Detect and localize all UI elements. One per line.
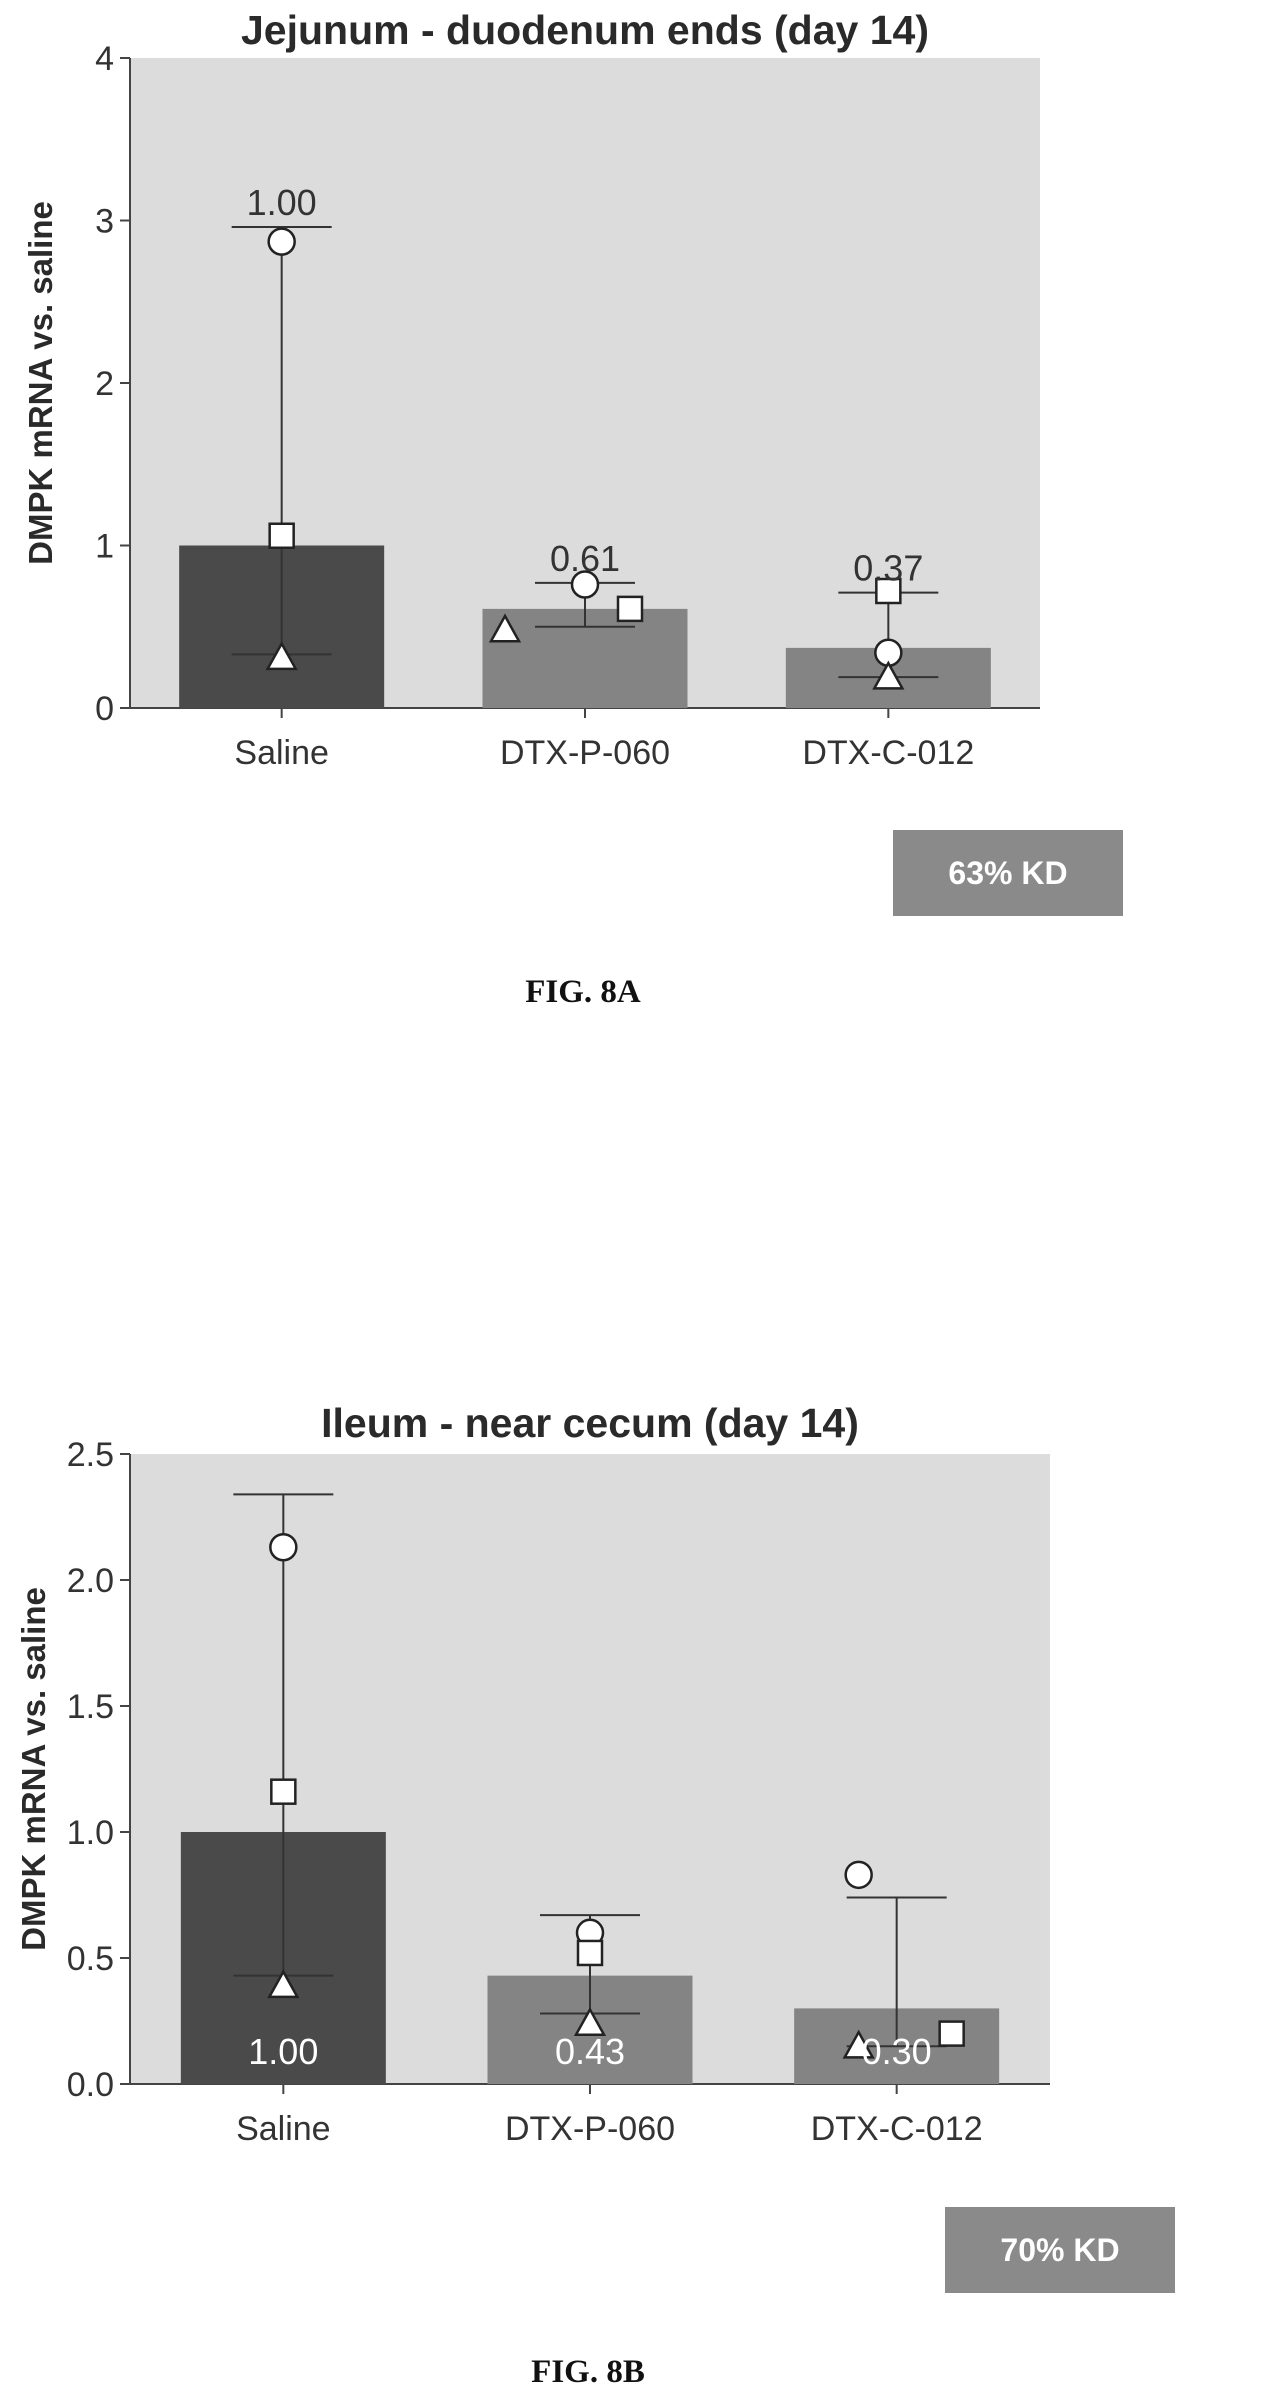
chart-8a: Jejunum - duodenum ends (day 14) DMPK mRN… <box>22 7 1123 1010</box>
data-label: 0.61 <box>550 538 620 579</box>
data-point-triangle <box>842 2029 875 2059</box>
data-point-triangle <box>573 2006 607 2036</box>
x-tick-label: DTX-C-012 <box>802 734 974 772</box>
data-label: 1.00 <box>248 2031 318 2072</box>
y-tick-label: 2.5 <box>67 1436 114 1474</box>
y-tick-label: 0 <box>95 690 114 728</box>
kd-annotation-box <box>945 2207 1175 2293</box>
data-label: 0.43 <box>555 2031 625 2072</box>
x-tick-label: DTX-P-060 <box>500 734 670 772</box>
data-point-circle <box>269 1532 298 1562</box>
data-point-circle <box>844 1860 873 1890</box>
data-label: 0.30 <box>862 2031 932 2072</box>
kd-annotation-text: 63% KD <box>948 855 1067 891</box>
figure-8a: Jejunum - duodenum ends (day 14) DMPK mRN… <box>0 0 1270 1190</box>
data-point-circle <box>570 570 600 599</box>
y-axis-label: DMPK mRNA vs. saline <box>15 1587 52 1951</box>
data-point-square <box>875 577 902 605</box>
data-point-square <box>938 2020 965 2047</box>
kd-annotation-text: 70% KD <box>1000 2232 1119 2268</box>
y-tick-label: 2.0 <box>67 1562 114 1600</box>
y-tick-label: 1.0 <box>67 1814 114 1852</box>
data-point-triangle <box>265 641 298 671</box>
data-point-circle <box>267 227 296 256</box>
chart-8b: Ileum - near cecum (day 14) DMPK mRNA vs.… <box>15 1400 1175 2390</box>
data-point-triangle <box>267 1969 300 1999</box>
x-tick-label: Saline <box>236 2110 331 2148</box>
y-tick-label: 3 <box>95 203 114 241</box>
y-tick-label: 1.5 <box>67 1688 114 1726</box>
y-tick-label: 4 <box>95 40 114 78</box>
figure-8b: Ileum - near cecum (day 14) DMPK mRNA vs.… <box>0 1190 1270 2398</box>
y-axis-label: DMPK mRNA vs. saline <box>22 201 59 565</box>
kd-annotation-box <box>893 830 1123 916</box>
chart-title: Jejunum - duodenum ends (day 14) <box>241 7 929 53</box>
data-point-square <box>616 595 644 623</box>
data-point-square <box>270 1778 297 1805</box>
x-tick-label: Saline <box>234 734 329 772</box>
data-label: 1.00 <box>247 182 317 223</box>
y-tick-label: 0.0 <box>67 2066 114 2104</box>
x-tick-label: DTX-C-012 <box>811 2110 983 2148</box>
figure-label: FIG. 8B <box>531 2354 645 2390</box>
data-point-triangle <box>488 613 522 643</box>
y-tick-label: 2 <box>95 365 114 403</box>
data-point-square <box>576 1939 604 1967</box>
y-tick-label: 1 <box>95 528 114 566</box>
data-point-square <box>268 522 295 549</box>
y-tick-label: 0.5 <box>67 1940 114 1978</box>
x-tick-label: DTX-P-060 <box>505 2110 675 2148</box>
figure-label: FIG. 8A <box>525 974 641 1010</box>
chart-title: Ileum - near cecum (day 14) <box>321 1400 859 1446</box>
data-label: 0.37 <box>853 548 923 589</box>
data-point-triangle <box>872 660 905 690</box>
